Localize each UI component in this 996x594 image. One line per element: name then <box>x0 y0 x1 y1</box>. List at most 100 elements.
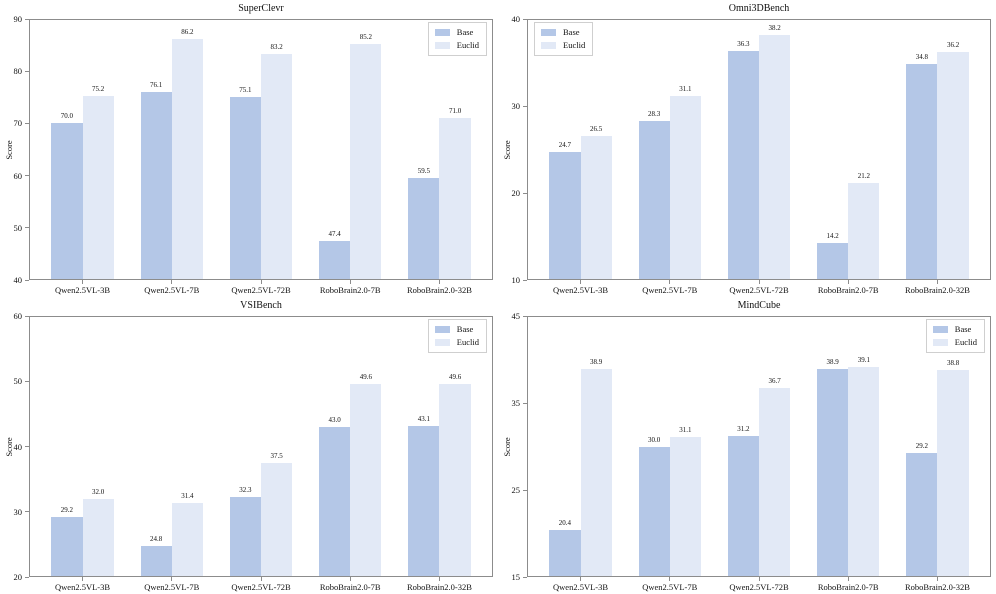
bar-base <box>817 243 849 280</box>
x-tick-label-qwen2.5vl-7b: Qwen2.5VL-7B <box>144 285 200 295</box>
y-tick-mark <box>25 315 29 317</box>
legend-swatch-base-icon <box>434 29 450 36</box>
y-tick-mark <box>25 122 29 124</box>
bar-value-label: 83.2 <box>270 43 283 52</box>
y-tick-mark <box>25 380 29 382</box>
bar-euclid <box>261 54 293 280</box>
x-tick-mark <box>847 280 849 284</box>
bar-value-label: 24.8 <box>150 534 163 543</box>
bar-value-label: 38.9 <box>826 358 839 367</box>
bar-value-label: 38.9 <box>590 358 603 367</box>
bar-value-label: 49.6 <box>359 372 372 381</box>
y-tick-label: 80 <box>13 66 23 77</box>
x-tick-label-qwen2.5vl-7b: Qwen2.5VL-7B <box>642 285 698 295</box>
bar-base <box>549 152 581 280</box>
x-tick-label-qwen2.5vl-3b: Qwen2.5VL-3B <box>553 285 609 295</box>
bar-euclid <box>580 369 612 577</box>
x-tick-mark <box>260 577 262 581</box>
x-tick-label-qwen2.5vl-72b: Qwen2.5VL-72B <box>231 582 291 592</box>
y-tick-mark <box>523 279 527 281</box>
bar-value-label: 36.2 <box>946 41 960 50</box>
bar-euclid <box>171 502 203 577</box>
legend-item-base: Base <box>541 26 585 39</box>
bar-value-label: 31.4 <box>181 491 194 500</box>
legend-item-euclid: Euclid <box>434 39 479 52</box>
x-tick-mark <box>669 577 671 581</box>
bar-euclid <box>848 367 880 577</box>
bar-value-label: 36.7 <box>768 377 781 386</box>
x-tick-mark <box>936 280 938 284</box>
x-tick-label-qwen2.5vl-72b: Qwen2.5VL-72B <box>729 285 789 295</box>
y-tick-mark <box>523 105 527 107</box>
y-tick-mark <box>25 175 29 177</box>
bar-base <box>408 426 440 577</box>
legend-swatch-euclid-icon <box>434 339 450 346</box>
bar-base <box>408 178 440 280</box>
x-tick-mark <box>171 577 173 581</box>
legend-label: Euclid <box>954 337 977 347</box>
x-tick-mark <box>438 577 440 581</box>
bar-value-label: 32.3 <box>239 485 252 494</box>
legend-label: Euclid <box>456 40 479 50</box>
bar-euclid <box>669 436 701 577</box>
y-tick-mark <box>25 18 29 20</box>
y-tick-label: 15 <box>511 572 521 582</box>
y-tick-label: 60 <box>13 170 23 181</box>
y-tick-mark <box>25 446 29 447</box>
y-tick-label: 70 <box>13 118 23 129</box>
x-tick-mark <box>82 280 84 284</box>
bar-base <box>906 453 938 577</box>
x-tick-label-robobrain2.0-7b: RoboBrain2.0-7B <box>817 582 879 592</box>
bar-base <box>817 369 849 577</box>
chart-title: Omni3DBench <box>728 3 790 14</box>
x-tick-label-qwen2.5vl-7b: Qwen2.5VL-7B <box>642 582 698 592</box>
y-tick-label: 20 <box>511 188 521 198</box>
x-tick-mark <box>438 280 440 284</box>
legend-label: Euclid <box>563 40 586 50</box>
x-tick-label-robobrain2.0-32b: RoboBrain2.0-32B <box>904 285 970 295</box>
y-tick-label: 40 <box>13 441 23 452</box>
y-tick-mark <box>523 402 527 404</box>
y-tick-mark <box>523 576 527 578</box>
bar-base <box>51 516 83 577</box>
bar-value-label: 29.2 <box>60 505 74 514</box>
y-tick-label: 20 <box>13 572 23 582</box>
x-tick-mark <box>82 577 84 581</box>
legend-item-euclid: Euclid <box>932 336 977 349</box>
bar-value-label: 39.1 <box>857 356 870 365</box>
x-tick-label-robobrain2.0-7b: RoboBrain2.0-7B <box>319 285 381 295</box>
bar-euclid <box>848 182 880 280</box>
bar-euclid <box>82 498 114 577</box>
x-tick-mark <box>260 280 262 284</box>
legend-label: Euclid <box>456 337 479 347</box>
y-tick-mark <box>523 18 527 20</box>
bar-base <box>727 51 759 280</box>
chart-title: MindCube <box>737 300 781 311</box>
bar-value-label: 36.3 <box>737 40 750 49</box>
legend-label: Base <box>954 324 972 334</box>
bar-value-label: 85.2 <box>359 33 372 42</box>
x-tick-label-robobrain2.0-32b: RoboBrain2.0-32B <box>406 582 472 592</box>
bar-value-label: 34.8 <box>915 53 928 62</box>
y-tick-mark <box>25 70 29 72</box>
chart-title: VSIBench <box>240 300 282 311</box>
bar-base <box>727 436 759 577</box>
chart-superclevr: SuperClevr Score 40 50 60 70 80 90 Qwen2.5VL-3B 7… <box>0 0 498 297</box>
bar-euclid <box>439 383 471 577</box>
legend-label: Base <box>563 27 580 37</box>
y-tick-mark <box>25 511 29 513</box>
legend: Base Euclid <box>427 22 487 56</box>
x-tick-label-qwen2.5vl-3b: Qwen2.5VL-3B <box>55 285 111 295</box>
y-tick-mark <box>25 279 29 281</box>
bar-value-label: 30.0 <box>648 435 661 444</box>
bar-base <box>229 96 261 280</box>
bar-euclid <box>580 136 612 280</box>
bar-value-label: 70.0 <box>60 112 74 121</box>
bar-euclid <box>82 96 114 280</box>
bar-base <box>906 64 938 280</box>
bar-base <box>229 496 261 577</box>
bar-value-label: 43.0 <box>328 415 341 424</box>
legend-item-euclid: Euclid <box>434 336 479 349</box>
bar-base <box>140 545 172 577</box>
